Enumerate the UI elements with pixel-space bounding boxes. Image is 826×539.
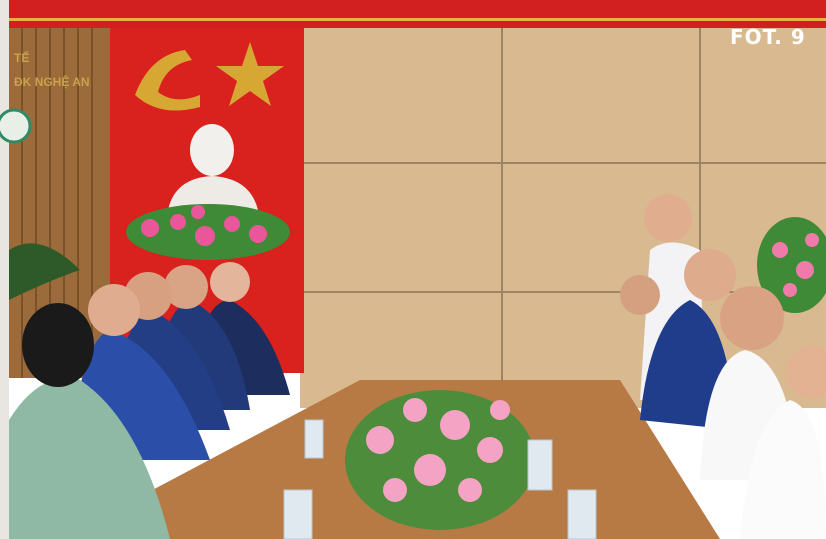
centerpiece-blooms	[366, 398, 510, 502]
sign-text: ĐK NGHỆ AN	[14, 74, 90, 89]
sign-text: TẾ	[14, 50, 29, 65]
border-strip	[0, 0, 9, 539]
logo	[0, 108, 32, 144]
bust-head	[190, 124, 234, 176]
banner-stripe	[9, 18, 826, 21]
hammer-sickle	[135, 50, 200, 111]
flower-blooms	[141, 205, 267, 246]
bottles	[283, 419, 597, 539]
wall-seams	[300, 28, 826, 380]
guests-left	[9, 262, 290, 539]
bust-body	[168, 176, 258, 210]
star	[216, 42, 284, 106]
caption: FOT. 9	[730, 25, 806, 49]
plant	[9, 243, 80, 300]
banner	[9, 0, 826, 28]
hosts-right	[620, 194, 826, 539]
